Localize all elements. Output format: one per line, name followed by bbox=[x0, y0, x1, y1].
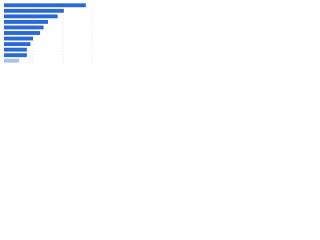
chart bbox=[4, 2, 93, 64]
bar bbox=[4, 25, 44, 30]
bar bbox=[4, 31, 41, 35]
bar bbox=[4, 47, 27, 52]
bar bbox=[4, 58, 19, 63]
page: {"chart_data": {"type": "bar", "orientat… bbox=[0, 0, 320, 71]
bar bbox=[4, 42, 31, 47]
bar bbox=[4, 36, 34, 41]
bar bbox=[4, 3, 86, 8]
bar bbox=[4, 53, 27, 58]
bar bbox=[4, 8, 64, 13]
bar bbox=[4, 19, 48, 24]
bar bbox=[4, 14, 58, 19]
